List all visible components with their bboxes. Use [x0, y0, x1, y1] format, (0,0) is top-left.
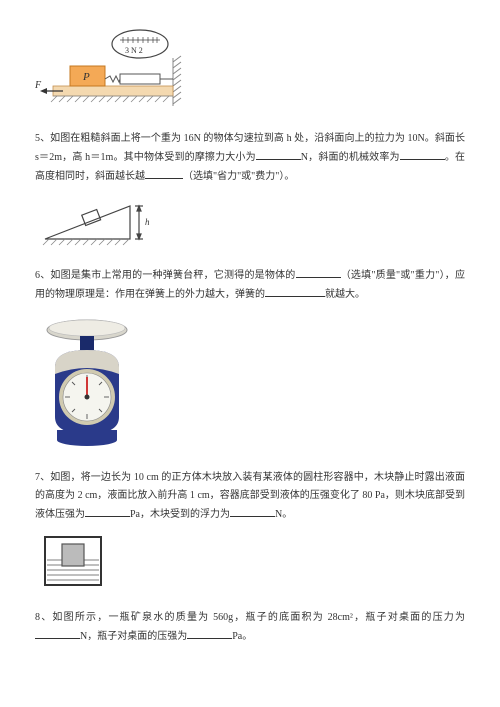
height-label-h: h — [145, 217, 150, 227]
q8-text-1: 8、如图所示，一瓶矿泉水的质量为 560g，瓶子的底面积为 28cm²，瓶子对桌… — [35, 612, 465, 623]
figure-spring-scale — [35, 312, 465, 459]
gauge-scale-label: 3 N 2 — [125, 46, 143, 55]
blank-quantity — [296, 266, 341, 278]
block-label-p: P — [82, 71, 90, 83]
question-8: 8、如图所示，一瓶矿泉水的质量为 560g，瓶子的底面积为 28cm²，瓶子对桌… — [35, 609, 465, 646]
blank-pressure2 — [187, 627, 232, 639]
blank-effort — [145, 167, 183, 179]
q6-text-1: 6、如图是集市上常用的一种弹簧台秤，它测得的是物体的 — [35, 270, 296, 281]
question-6: 6、如图是集市上常用的一种弹簧台秤，它测得的是物体的（选填"质量"或"重力"），… — [35, 266, 465, 304]
blank-friction — [256, 148, 301, 160]
q5-text-2: N，斜面的机械效率为 — [301, 152, 400, 163]
q8-text-2: N，瓶子对桌面的压强为 — [80, 631, 187, 642]
q7-text-2: Pa，木块受到的浮力为 — [130, 509, 230, 520]
blank-force — [35, 627, 80, 639]
figure-inclined-plane: h — [35, 194, 465, 256]
q5-text-4: （选填"省力"或"费力"）。 — [183, 171, 294, 182]
figure-spring-gauge: 3 N 2 P F — [35, 28, 465, 120]
q7-text-3: N。 — [275, 509, 292, 520]
q6-text-3: 就越大。 — [325, 289, 365, 300]
figure-floating-block — [35, 532, 465, 599]
blank-spring-prop — [265, 285, 325, 297]
blank-buoyancy — [230, 505, 275, 517]
question-5: 5、如图在粗糙斜面上将一个重为 16N 的物体匀速拉到高 h 处，沿斜面向上的拉… — [35, 130, 465, 186]
question-7: 7、如图，将一边长为 10 cm 的正方体木块放入装有某液体的圆柱形容器中，木块… — [35, 469, 465, 524]
force-label-f: F — [35, 80, 42, 91]
q8-text-3: Pa。 — [232, 631, 252, 642]
blank-efficiency — [400, 148, 445, 160]
blank-pressure — [85, 505, 130, 517]
